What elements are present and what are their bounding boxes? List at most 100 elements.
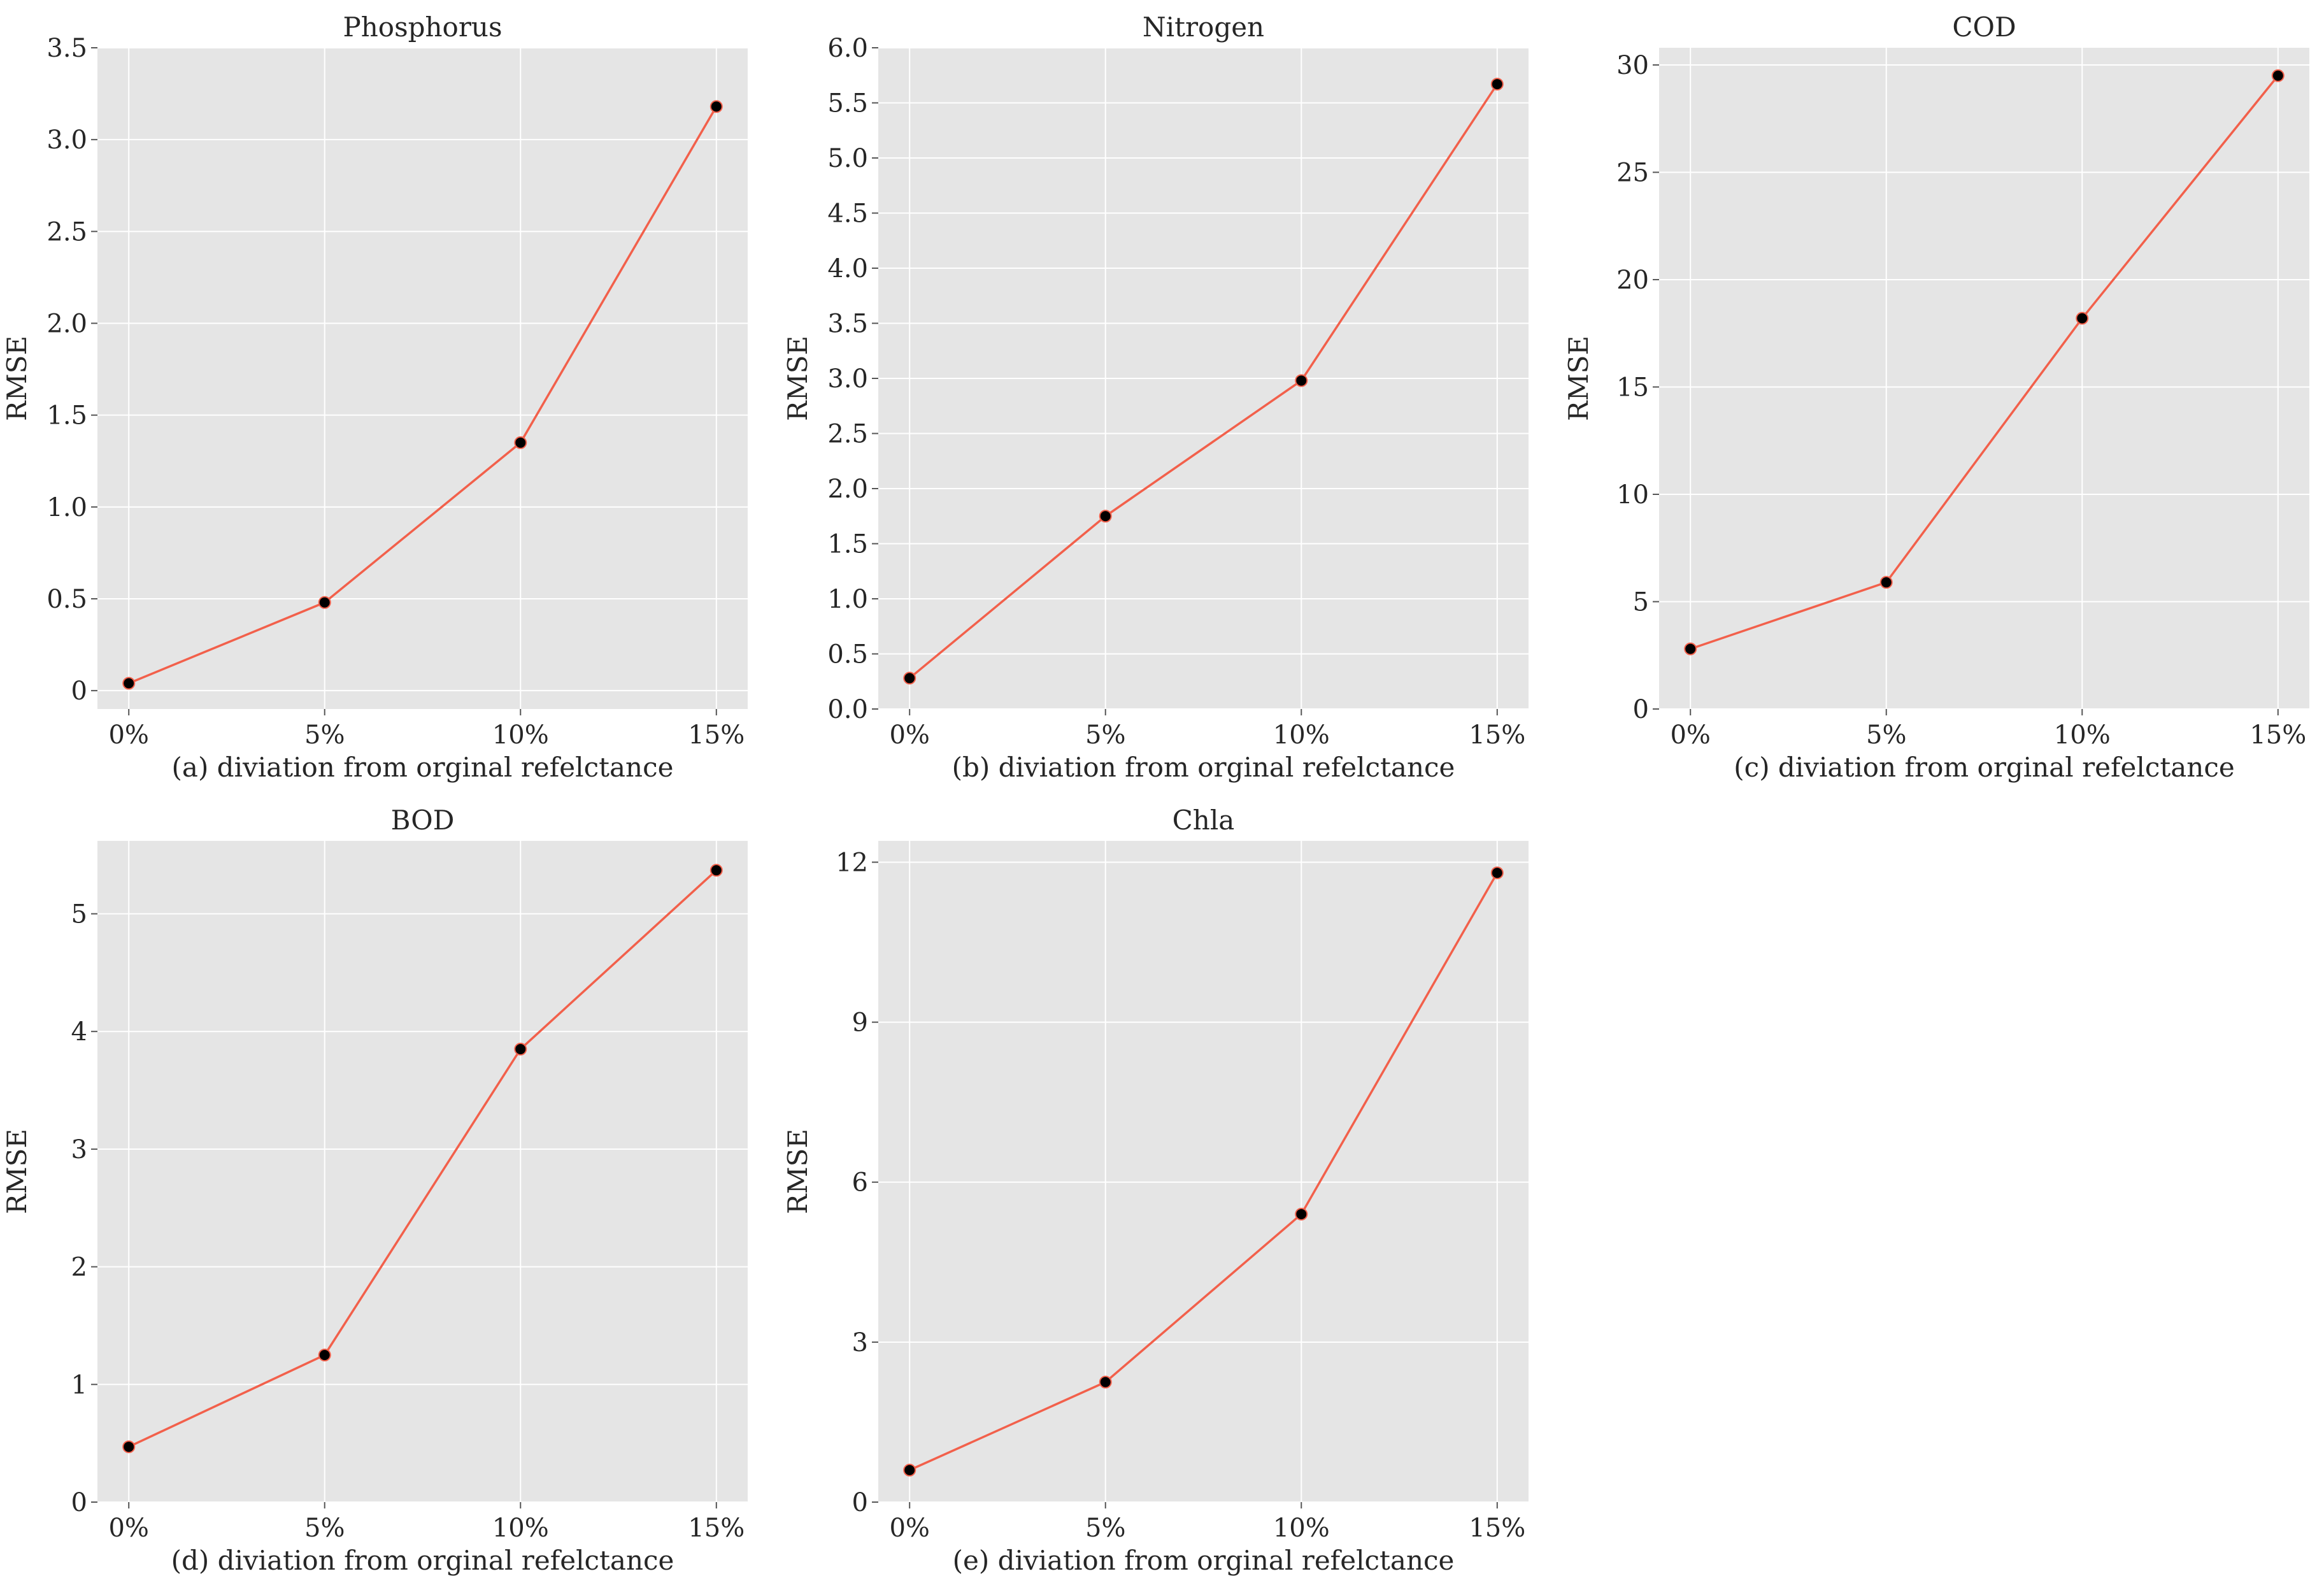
x-tick-label: 10% <box>1273 1514 1330 1543</box>
plot-area <box>878 841 1529 1502</box>
y-tick-label: 3.0 <box>827 364 868 394</box>
y-tick-label: 1 <box>71 1370 87 1400</box>
y-axis-label: RMSE <box>782 1129 813 1214</box>
y-tick-label: 25 <box>1616 158 1649 187</box>
x-tick-label: 0% <box>889 1514 929 1543</box>
y-tick-label: 2.5 <box>827 420 868 449</box>
data-point <box>1684 642 1697 655</box>
y-tick-label: 9 <box>852 1008 868 1038</box>
data-point <box>1099 510 1112 523</box>
y-tick-label: 5.0 <box>827 144 868 173</box>
y-axis-label: RMSE <box>782 336 813 421</box>
x-axis-label: (a) diviation from orginal refelctance <box>172 752 674 783</box>
y-tick-label: 3 <box>852 1328 868 1357</box>
y-tick-label: 3.0 <box>46 125 87 155</box>
x-tick-label: 10% <box>2054 720 2111 750</box>
data-point <box>1295 1207 1308 1221</box>
x-tick-label: 0% <box>108 720 148 750</box>
x-tick-label: 0% <box>889 720 929 750</box>
y-axis-label: RMSE <box>1 1129 32 1214</box>
data-point <box>1879 576 1893 589</box>
y-tick-label: 6.0 <box>827 34 868 63</box>
data-point <box>2271 69 2285 82</box>
y-tick-label: 2.0 <box>827 475 868 504</box>
y-tick-label: 5 <box>71 900 87 929</box>
y-tick-label: 3.5 <box>827 310 868 339</box>
chart-title: COD <box>1952 11 2016 43</box>
y-tick-label: 15 <box>1616 373 1649 402</box>
series-line <box>128 869 717 1448</box>
y-axis-label: RMSE <box>1563 336 1594 421</box>
data-point <box>514 436 527 449</box>
y-tick-label: 2 <box>71 1253 87 1282</box>
chart-panel-2: 0.0 0.5 1.0 1.5 2.0 2.5 3.0 3.5 4.0 4.5 5.0 5.5 6.0 0… <box>782 11 1529 783</box>
y-tick-label: 0.5 <box>46 585 87 614</box>
chart-title: Nitrogen <box>1143 11 1264 43</box>
plot-area <box>1659 48 2309 709</box>
plot-area <box>97 841 748 1502</box>
series-line <box>909 872 1499 1472</box>
x-tick-label: 15% <box>1469 1514 1525 1543</box>
y-tick-label: 3.5 <box>46 34 87 63</box>
y-tick-label: 1.5 <box>827 530 868 559</box>
y-axis-label: RMSE <box>1 336 32 421</box>
data-point <box>903 1463 916 1477</box>
data-point <box>709 864 723 877</box>
chart-title: BOD <box>391 805 455 836</box>
y-tick-label: 0 <box>71 1488 87 1517</box>
x-axis-label: (d) diviation from orginal refelctance <box>171 1545 674 1576</box>
y-tick-label: 2.5 <box>46 217 87 247</box>
data-point <box>1099 1375 1112 1389</box>
data-point <box>318 1349 331 1362</box>
x-tick-label: 5% <box>1085 720 1125 750</box>
x-tick-label: 5% <box>304 720 345 750</box>
x-tick-label: 0% <box>108 1514 148 1543</box>
x-tick-label: 5% <box>1085 1514 1125 1543</box>
x-tick-label: 10% <box>492 1514 549 1543</box>
y-tick-label: 0 <box>71 677 87 706</box>
y-tick-label: 1.0 <box>46 493 87 522</box>
chart-panel-3: 0 5 10 15 20 25 30 0% 5% 10% 15% COD (c) diviation f… <box>1563 11 2309 783</box>
y-tick-label: 5 <box>1633 587 1649 617</box>
y-tick-label: 4.0 <box>827 254 868 283</box>
data-point <box>903 671 916 685</box>
x-tick-label: 15% <box>688 1514 745 1543</box>
y-tick-label: 1.0 <box>827 585 868 614</box>
y-tick-label: 2.0 <box>46 310 87 339</box>
data-point <box>709 100 723 113</box>
x-tick-label: 10% <box>492 720 549 750</box>
data-point <box>122 677 136 690</box>
data-point <box>2076 312 2089 325</box>
y-tick-label: 0 <box>852 1488 868 1517</box>
x-axis-label: (b) diviation from orginal refelctance <box>952 752 1455 783</box>
y-tick-label: 5.5 <box>827 89 868 118</box>
x-tick-label: 0% <box>1670 720 1710 750</box>
y-tick-label: 6 <box>852 1168 868 1198</box>
y-tick-label: 4.5 <box>827 199 868 229</box>
data-point <box>122 1440 136 1454</box>
data-point <box>1490 78 1504 91</box>
y-tick-label: 0.0 <box>827 695 868 724</box>
x-tick-label: 15% <box>688 720 745 750</box>
series-line <box>909 83 1499 679</box>
y-tick-label: 12 <box>836 848 868 877</box>
chart-panel-1: 0 0.5 1.0 1.5 2.0 2.5 3.0 3.5 0% 5% 10% 15% Phosphor… <box>1 11 748 783</box>
x-tick-label: 15% <box>1469 720 1525 750</box>
x-tick-label: 5% <box>304 1514 345 1543</box>
chart-panel-4: 0 1 2 3 4 5 0% 5% 10% 15% BOD (d) diviation from or… <box>1 805 748 1576</box>
data-point <box>318 596 331 609</box>
y-tick-label: 3 <box>71 1135 87 1164</box>
y-tick-label: 20 <box>1616 266 1649 295</box>
data-point <box>1490 866 1504 880</box>
y-tick-label: 0 <box>1633 695 1649 724</box>
x-tick-label: 5% <box>1866 720 1906 750</box>
data-point <box>514 1042 527 1056</box>
x-axis-label: (e) diviation from orginal refelctance <box>953 1545 1455 1576</box>
x-axis-label: (c) diviation from orginal refelctance <box>1734 752 2234 783</box>
x-tick-label: 10% <box>1273 720 1330 750</box>
y-tick-label: 4 <box>71 1017 87 1047</box>
series-line <box>128 106 718 685</box>
chart-title: Phosphorus <box>343 11 502 43</box>
y-tick-label: 10 <box>1616 480 1649 510</box>
